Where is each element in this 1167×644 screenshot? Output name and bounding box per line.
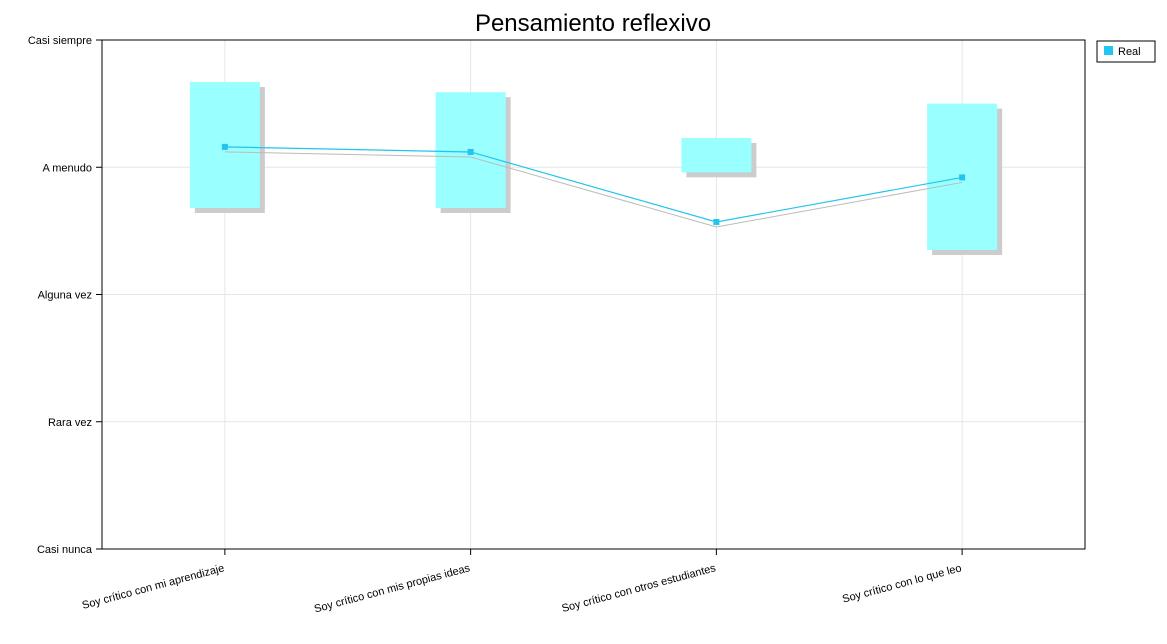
chart-title: Pensamiento reflexivo — [475, 10, 711, 37]
x-axis-ticks: Soy crítico con mi aprendizaje Soy crític… — [81, 549, 963, 616]
range-box — [681, 137, 752, 173]
data-point — [467, 148, 474, 155]
data-point — [959, 174, 966, 181]
x-tick-label: Soy crítico con otros estudiantes — [560, 562, 717, 615]
series-line-shadow — [224, 151, 963, 228]
data-point — [713, 218, 720, 225]
y-tick-label: Rara vez — [48, 417, 92, 429]
x-tick-label: Soy crítico con mi aprendizaje — [81, 562, 226, 612]
y-tick-label: Casi siempre — [28, 35, 92, 47]
range-boxes — [189, 81, 1003, 255]
legend-swatch-real — [1104, 46, 1113, 55]
legend: Real — [1096, 40, 1156, 63]
series-points — [221, 143, 966, 225]
series-lines — [224, 146, 963, 228]
legend-label-real: Real — [1118, 46, 1141, 58]
series-line-real — [224, 146, 963, 223]
data-point — [221, 143, 228, 150]
y-tick-label: Alguna vez — [38, 290, 92, 302]
y-tick-label: A menudo — [42, 162, 92, 174]
x-tick-label: Soy crítico con mis propias ideas — [313, 562, 472, 615]
x-tick-label: Soy crítico con lo que leo — [841, 562, 963, 605]
y-tick-label: Casi nunca — [37, 544, 93, 556]
y-axis-ticks: Casi nunca Rara vez Alguna vez A menudo Casi… — [28, 35, 102, 556]
